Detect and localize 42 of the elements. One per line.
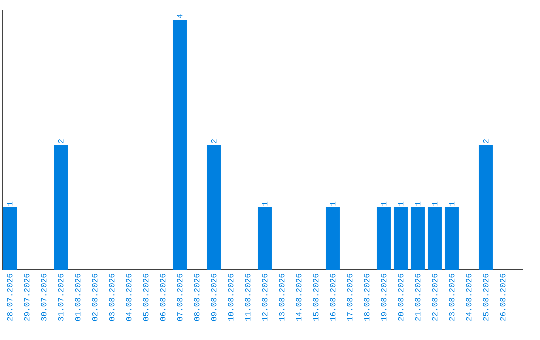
data-label: 2	[483, 140, 489, 144]
data-label: 2	[58, 140, 64, 144]
x-tick-label: 18.08.2026	[364, 274, 370, 321]
x-tick-label: 09.08.2026	[211, 274, 217, 322]
x-tick-label: 11.08.2026	[245, 274, 251, 321]
data-label: 1	[398, 202, 404, 206]
x-tick-label: 21.08.2026	[415, 274, 421, 321]
x-tick-label: 04.08.2026	[126, 274, 132, 322]
x-tick-label: 05.08.2026	[143, 274, 149, 322]
data-label: 1	[262, 202, 268, 206]
x-tick-label: 03.08.2026	[109, 274, 115, 322]
x-tick-label: 14.08.2026	[296, 274, 302, 321]
x-tick-label: 25.08.2026	[483, 274, 489, 321]
x-tick-label: 12.08.2026	[262, 274, 268, 321]
x-tick-label: 28.07.2026	[7, 274, 13, 321]
x-tick-label: 26.08.2026	[500, 274, 506, 321]
x-tick-label: 31.07.2026	[58, 274, 64, 322]
x-tick-label: 30.07.2026	[41, 274, 47, 322]
x-tick-label: 23.08.2026	[449, 274, 455, 321]
x-tick-label: 13.08.2026	[279, 274, 285, 321]
x-tick-label: 01.08.2026	[75, 274, 81, 322]
x-tick-label: 02.08.2026	[92, 274, 98, 322]
x-tick-label: 16.08.2026	[330, 274, 336, 321]
data-label: 1	[381, 202, 387, 206]
x-tick-label: 19.08.2026	[381, 274, 387, 321]
data-label: 4	[177, 14, 183, 18]
x-tick-label: 07.08.2026	[177, 274, 183, 322]
data-label: 1	[432, 202, 438, 206]
x-tick-label: 20.08.2026	[398, 274, 404, 321]
data-label: 1	[415, 202, 421, 206]
x-tick-label: 10.08.2026	[228, 274, 234, 321]
x-tick-label: 29.07.2026	[24, 274, 30, 321]
x-tick-label: 22.08.2026	[432, 274, 438, 321]
data-label: 2	[211, 140, 217, 144]
data-label: 1	[330, 202, 336, 206]
data-label: 1	[449, 202, 455, 206]
data-label: 1	[7, 202, 13, 206]
x-tick-label: 06.08.2026	[160, 274, 166, 322]
x-tick-label: 17.08.2026	[347, 274, 353, 321]
x-tick-label: 15.08.2026	[313, 274, 319, 321]
x-tick-label: 08.08.2026	[194, 274, 200, 322]
x-tick-label: 24.08.2026	[466, 274, 472, 321]
